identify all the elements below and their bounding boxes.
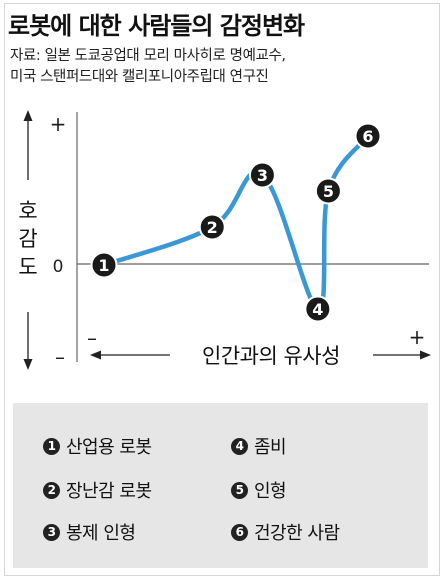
series-line — [101, 133, 371, 312]
legend-item-2: 2 장난감 로봇 — [43, 477, 152, 503]
chart-svg: + 0 – 호 감 도 – + 인간과의 유사성 1 2 3 4 5 6 — [18, 110, 431, 370]
legend-item-4: 4 좀비 — [231, 433, 287, 459]
point-marker-label: 3 — [257, 166, 268, 185]
source-line-1: 자료: 일본 도쿄공업대 모리 마사히로 명예교수, — [10, 48, 286, 64]
y-axis-label-char-3: 도 — [18, 255, 37, 279]
legend-item-3: 3 봉제 인형 — [43, 519, 136, 545]
y-plus-label: + — [50, 112, 67, 136]
legend-number-badge: 5 — [231, 481, 248, 499]
legend-number-badge: 3 — [43, 523, 60, 541]
y-axis-label-char-1: 호 — [18, 199, 37, 223]
legend-label: 건강한 사람 — [254, 523, 340, 544]
point-marker-label: 5 — [323, 182, 334, 201]
point-marker-3: 3 — [248, 161, 276, 189]
legend-item-1: 1 산업용 로봇 — [43, 433, 152, 459]
source-text: 자료: 일본 도쿄공업대 모리 마사히로 명예교수, 미국 스탠퍼드대와 캘리포… — [10, 46, 430, 88]
legend-label: 산업용 로봇 — [66, 437, 152, 458]
legend-item-6: 6 건강한 사람 — [231, 519, 340, 545]
legend-number-badge: 4 — [231, 437, 248, 455]
legend-number-badge: 1 — [43, 437, 60, 455]
legend-label: 장난감 로봇 — [66, 481, 152, 502]
y-down-arrowhead — [23, 359, 33, 370]
legend-label: 좀비 — [254, 437, 287, 458]
x-minus-label: – — [87, 326, 97, 350]
legend-item-5: 5 인형 — [231, 477, 287, 503]
point-marker-4: 4 — [304, 295, 332, 323]
point-marker-circle — [90, 251, 118, 279]
point-marker-circle — [354, 122, 382, 150]
point-marker-circle — [304, 295, 332, 323]
y-axis-label-char-2: 감 — [18, 227, 37, 251]
point-marker-2: 2 — [198, 213, 226, 241]
x-plus-label: + — [409, 325, 426, 349]
point-marker-circle — [198, 213, 226, 241]
y-zero-label: 0 — [53, 257, 64, 277]
legend-number-badge: 6 — [231, 523, 248, 541]
point-marker-label: 2 — [207, 218, 218, 237]
point-markers: 1 2 3 4 5 6 — [90, 122, 382, 323]
x-left-arrowhead — [90, 350, 101, 360]
legend-label: 인형 — [254, 481, 287, 502]
point-marker-6: 6 — [354, 122, 382, 150]
source-line-2: 미국 스탠퍼드대와 캘리포니아주립대 연구진 — [10, 69, 269, 85]
point-marker-1: 1 — [90, 251, 118, 279]
x-axis-label: 인간과의 유사성 — [202, 344, 340, 368]
point-marker-label: 6 — [362, 127, 373, 146]
point-marker-5: 5 — [314, 177, 342, 205]
x-right-arrowhead — [420, 350, 431, 360]
point-marker-circle — [248, 161, 276, 189]
point-marker-label: 1 — [98, 256, 109, 275]
legend-box: 1 산업용 로봇 4 좀비 2 장난감 로봇 5 인형 3 봉제 인형 6 건강… — [13, 403, 428, 568]
point-marker-label: 4 — [312, 300, 323, 319]
legend-number-badge: 2 — [43, 481, 60, 499]
chart-title: 로봇에 대한 사람들의 감정변화 — [8, 12, 305, 40]
legend-label: 봉제 인형 — [66, 523, 136, 544]
point-marker-circle — [314, 177, 342, 205]
y-up-arrowhead — [23, 110, 33, 121]
y-minus-label: – — [55, 345, 65, 369]
